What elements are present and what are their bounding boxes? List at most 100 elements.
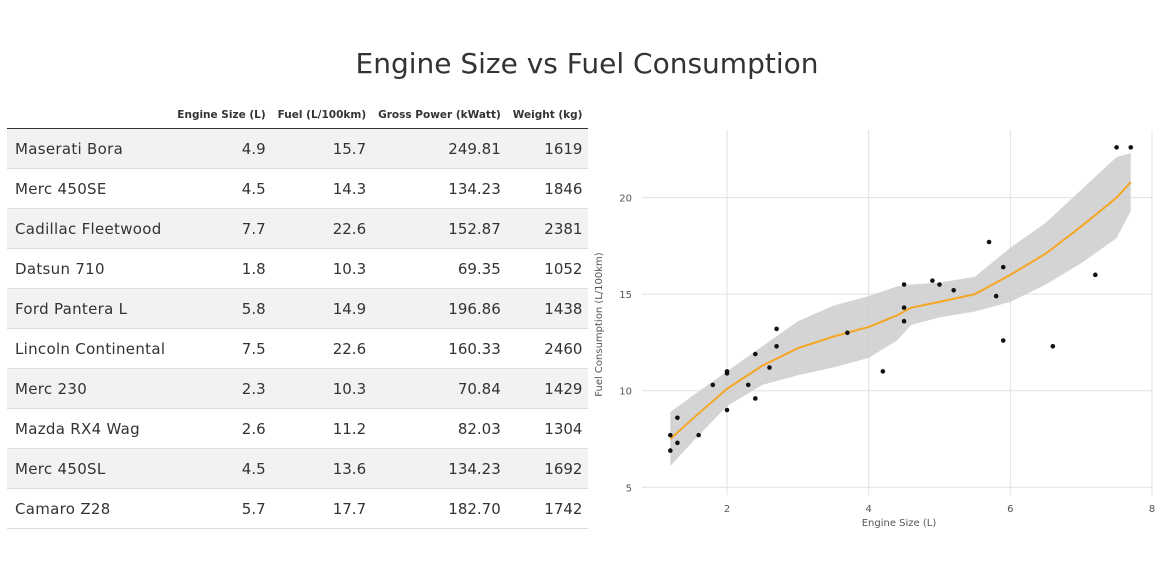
power-cell: 196.86 <box>372 288 507 329</box>
data-point <box>724 407 730 413</box>
car-name: Cadillac Fleetwood <box>7 208 172 249</box>
data-point <box>745 382 751 388</box>
data-point <box>710 382 716 388</box>
data-point <box>1000 338 1006 343</box>
table-row: Ford Pantera L 5.8 14.9 196.86 1438 <box>7 288 589 329</box>
table-row: Maserati Bora 4.9 15.7 249.81 1619 <box>7 128 589 169</box>
data-point <box>901 282 907 287</box>
engine-size-cell: 4.9 <box>171 128 272 169</box>
data-point <box>930 278 935 283</box>
fuel-cell: 22.6 <box>271 328 373 369</box>
car-name: Mazda RX4 Wag <box>7 408 172 449</box>
data-point <box>753 351 758 357</box>
engine-size-cell: 4.5 <box>171 448 272 489</box>
weight-cell: 1052 <box>506 248 589 289</box>
data-point <box>1093 272 1098 278</box>
power-cell: 160.33 <box>372 328 507 369</box>
tick-labels: 2 4 6 8 5 10 15 20 <box>619 194 1155 515</box>
y-axis-label: Fuel Consumption (L/100km) <box>594 252 605 397</box>
table-row: Merc 450SL 4.5 13.6 134.23 1692 <box>7 448 589 489</box>
power-cell: 69.35 <box>372 248 507 289</box>
table-row: Lincoln Continental 7.5 22.6 160.33 2460 <box>7 328 589 369</box>
table-row: Datsun 710 1.8 10.3 69.35 1052 <box>7 248 589 289</box>
data-point <box>901 305 907 310</box>
weight-cell: 1429 <box>506 368 589 409</box>
power-cell: 70.84 <box>372 368 507 409</box>
fuel-cell: 14.3 <box>271 168 373 209</box>
data-point <box>1114 145 1119 150</box>
y-tick-label: 15 <box>619 290 632 301</box>
table-row: Mazda RX4 Wag 2.6 11.2 82.03 1304 <box>7 408 589 449</box>
data-point <box>774 326 779 332</box>
data-point <box>986 239 992 245</box>
car-name: Merc 450SE <box>7 168 172 209</box>
fuel-cell: 11.2 <box>271 408 373 449</box>
y-tick-label: 10 <box>619 387 632 398</box>
table-header-row: Engine Size (L) Fuel (L/100km) Gross Pow… <box>7 99 589 129</box>
table-row: Merc 230 2.3 10.3 70.84 1429 <box>7 368 589 409</box>
power-cell: 182.70 <box>372 488 507 529</box>
header-fuel[interactable]: Fuel (L/100km) <box>271 99 373 129</box>
fuel-cell: 10.3 <box>271 248 373 289</box>
x-tick-label: 2 <box>724 504 730 515</box>
x-tick-label: 6 <box>1007 504 1013 515</box>
data-points <box>668 145 1134 453</box>
data-point <box>724 371 730 376</box>
smooth-line <box>669 181 1132 440</box>
weight-cell: 1692 <box>506 448 589 489</box>
weight-cell: 1304 <box>506 408 589 449</box>
data-point <box>753 396 758 401</box>
car-name: Merc 230 <box>7 368 172 409</box>
engine-size-cell: 2.6 <box>171 408 272 449</box>
engine-size-cell: 4.5 <box>171 168 272 209</box>
data-point <box>937 282 942 287</box>
y-tick-label: 5 <box>626 483 632 494</box>
engine-size-cell: 7.7 <box>171 208 272 249</box>
header-engine-size[interactable]: Engine Size (L) <box>171 99 272 129</box>
fuel-cell: 15.7 <box>271 128 373 169</box>
x-axis-label: Engine Size (L) <box>862 518 937 529</box>
power-cell: 134.23 <box>372 168 507 209</box>
weight-cell: 2460 <box>506 328 589 369</box>
power-cell: 134.23 <box>372 448 507 489</box>
data-point <box>1000 264 1006 270</box>
y-tick-label: 20 <box>619 194 632 205</box>
weight-cell: 1742 <box>506 488 589 529</box>
table-row: Cadillac Fleetwood 7.7 22.6 152.87 2381 <box>7 208 589 249</box>
engine-size-cell: 1.8 <box>171 248 272 289</box>
data-point <box>668 448 673 453</box>
car-name: Ford Pantera L <box>7 288 172 329</box>
data-table-container: Engine Size (L) Fuel (L/100km) Gross Pow… <box>7 99 589 529</box>
data-point <box>696 432 701 438</box>
fuel-cell: 14.9 <box>271 288 373 329</box>
header-gross-power[interactable]: Gross Power (kWatt) <box>372 99 507 129</box>
fuel-cell: 22.6 <box>271 208 373 249</box>
car-name: Lincoln Continental <box>7 328 172 369</box>
fuel-cell: 13.6 <box>271 448 373 489</box>
power-cell: 82.03 <box>372 408 507 449</box>
data-point <box>675 440 680 446</box>
scatter-plot: 2 4 6 8 5 10 15 20 Engine Size (L) Fuel Consump… <box>594 130 1155 529</box>
data-table: Engine Size (L) Fuel (L/100km) Gross Pow… <box>7 99 589 529</box>
data-point <box>767 365 772 370</box>
data-point <box>993 293 999 299</box>
header-name <box>7 99 172 129</box>
power-cell: 249.81 <box>372 128 507 169</box>
fuel-cell: 17.7 <box>271 488 373 529</box>
car-name: Camaro Z28 <box>7 488 172 529</box>
weight-cell: 1846 <box>506 168 589 209</box>
table-row: Merc 450SE 4.5 14.3 134.23 1846 <box>7 168 589 209</box>
x-tick-label: 8 <box>1149 504 1155 515</box>
fuel-cell: 10.3 <box>271 368 373 409</box>
data-point <box>880 369 886 374</box>
data-point <box>1050 343 1056 349</box>
data-point <box>951 287 956 293</box>
page-title: Engine Size vs Fuel Consumption <box>355 47 819 80</box>
confidence-band <box>670 153 1131 467</box>
data-point <box>901 318 907 324</box>
engine-size-cell: 5.7 <box>171 488 272 529</box>
data-point <box>668 432 673 438</box>
scatter-plot-container: 2 4 6 8 5 10 15 20 Engine Size (L) Fuel Consump… <box>580 120 1157 540</box>
table-row: Camaro Z28 5.7 17.7 182.70 1742 <box>7 488 589 529</box>
header-weight[interactable]: Weight (kg) <box>506 99 589 129</box>
